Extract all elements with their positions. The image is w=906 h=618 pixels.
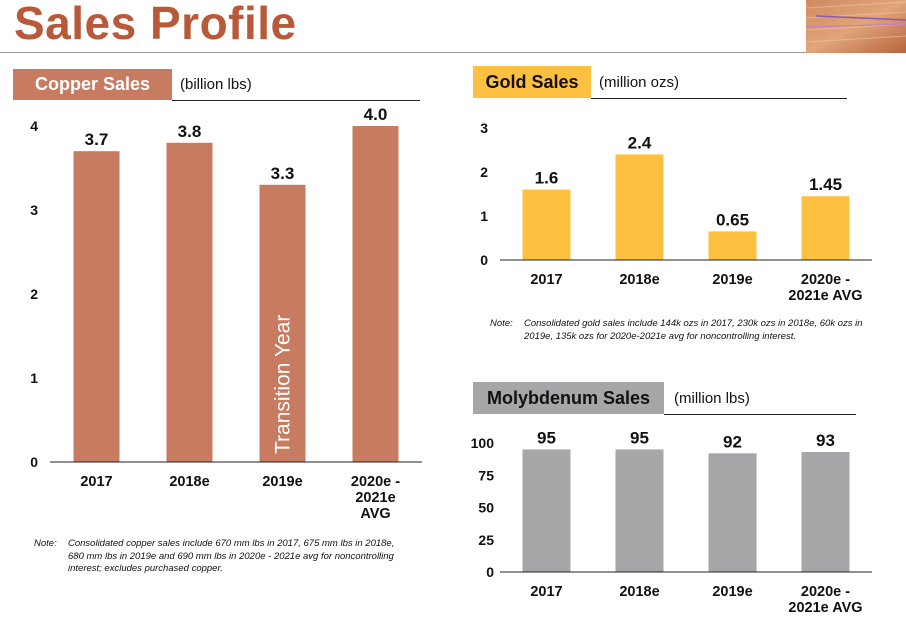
moly-bar-1 <box>615 449 664 572</box>
gold-category-label: 2018e <box>619 272 659 288</box>
gold-ytick-label: 2 <box>480 164 488 180</box>
copper-category-label: 2021e <box>355 490 395 506</box>
gold-bar-1 <box>615 154 664 260</box>
gold-sales-chart: 0 1 2 3 1.6 2017 2.4 2018e 0.65 2019e 1.45 2020e -2… <box>480 120 872 304</box>
gold-ytick-label: 1 <box>480 208 488 224</box>
gold-unit-label: (million ozs) <box>599 74 680 91</box>
moly-ytick-label: 100 <box>471 435 495 451</box>
copper-ytick-label: 0 <box>30 454 38 470</box>
gold-bar-0 <box>522 189 571 260</box>
gold-bar-2 <box>708 231 757 260</box>
moly-ytick-label: 75 <box>478 467 494 483</box>
gold-ytick-label: 3 <box>480 120 488 136</box>
copper-value-label-0: 3.7 <box>85 130 109 149</box>
copper-value-label-1: 3.8 <box>178 122 202 141</box>
gold-note-label: Note: <box>490 318 513 329</box>
copper-category-label: AVG <box>360 506 390 522</box>
moly-header-rule <box>664 414 856 415</box>
copper-value-label-2: 3.3 <box>271 164 295 183</box>
moly-category-label: 2018e <box>619 584 659 600</box>
moly-category-label: 2020e - <box>801 584 850 600</box>
copper-texture-image <box>806 0 906 53</box>
moly-value-label-2: 92 <box>723 432 742 451</box>
moly-bar-3 <box>801 452 850 572</box>
copper-ytick-label: 4 <box>30 118 38 134</box>
copper-note-label: Note: <box>34 538 57 549</box>
copper-note-text: Consolidated copper sales include 670 mm… <box>68 538 395 574</box>
moly-category-label: 2017 <box>530 584 562 600</box>
copper-bar-1 <box>166 142 213 463</box>
gold-category-label: 2021e AVG <box>788 288 862 304</box>
copper-ytick-label: 3 <box>30 202 38 218</box>
molybdenum-sales-chart: 0 25 50 75 100 95 2017 95 2018e 92 2019e 93 2020e -2… <box>471 428 872 616</box>
copper-annotation: Transition Year <box>272 315 295 454</box>
gold-category-label: 2020e - <box>801 272 850 288</box>
moly-ytick-label: 25 <box>478 532 494 548</box>
moly-ytick-label: 50 <box>478 500 494 516</box>
copper-bar-2 <box>259 184 306 463</box>
copper-ytick-label: 2 <box>30 286 38 302</box>
moly-ytick-label: 0 <box>486 564 494 580</box>
gold-header-box: Gold Sales <box>473 66 591 98</box>
gold-category-label: 2019e <box>712 272 752 288</box>
moly-value-label-3: 93 <box>816 431 835 450</box>
copper-header-box: Copper Sales <box>13 69 172 100</box>
moly-bar-0 <box>522 449 571 572</box>
copper-ytick-label: 1 <box>30 370 38 386</box>
moly-value-label-0: 95 <box>537 428 556 447</box>
copper-unit-label: (billion lbs) <box>180 76 252 93</box>
copper-bar-3 <box>352 126 399 462</box>
moly-unit-label: (million lbs) <box>674 390 750 407</box>
copper-note: Note: Consolidated copper sales include … <box>34 538 404 576</box>
copper-category-label: 2019e <box>262 474 302 490</box>
copper-value-label-3: 4.0 <box>364 105 388 124</box>
gold-bar-3 <box>801 196 850 260</box>
gold-note: Note: Consolidated gold sales include 14… <box>490 318 890 343</box>
page-title: Sales Profile <box>14 0 297 49</box>
copper-header-rule <box>172 100 420 101</box>
moly-category-label: 2019e <box>712 584 752 600</box>
copper-category-label: 2018e <box>169 474 209 490</box>
gold-value-label-3: 1.45 <box>809 175 842 194</box>
copper-category-label: 2020e - <box>351 474 400 490</box>
title-rule <box>0 52 806 53</box>
moly-header-box: Molybdenum Sales <box>473 382 664 414</box>
moly-value-label-1: 95 <box>630 428 649 447</box>
gold-category-label: 2017 <box>530 272 562 288</box>
gold-value-label-1: 2.4 <box>628 133 652 152</box>
copper-bar-0 <box>73 151 120 462</box>
copper-category-label: 2017 <box>80 474 112 490</box>
copper-sales-chart: 0 1 2 3 4 3.7 2017 3.8 2018e 3.3 2019e Transition Y… <box>30 105 422 522</box>
moly-bar-2 <box>708 453 757 572</box>
moly-category-label: 2021e AVG <box>788 600 862 616</box>
gold-value-label-0: 1.6 <box>535 169 559 188</box>
gold-value-label-2: 0.65 <box>716 210 749 229</box>
gold-note-text: Consolidated gold sales include 144k ozs… <box>524 318 863 342</box>
gold-ytick-label: 0 <box>480 252 488 268</box>
gold-header-rule <box>591 98 847 99</box>
